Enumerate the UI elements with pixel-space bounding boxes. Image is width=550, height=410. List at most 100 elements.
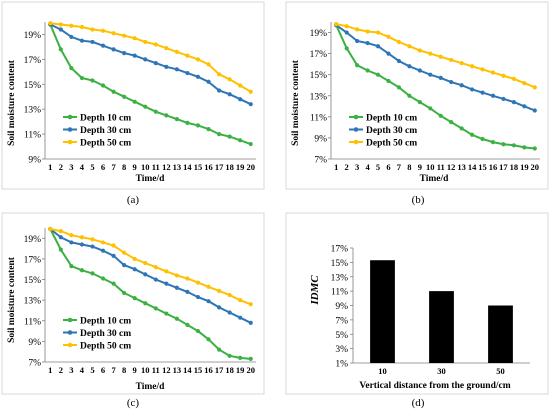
panel-b-series-0-point xyxy=(459,126,464,131)
panel-b-plot-area xyxy=(330,22,540,160)
panel-c-x-tick-label: 2 xyxy=(59,365,63,375)
panel-c-x-tick-label: 4 xyxy=(80,365,85,375)
panel-c-series-0-point xyxy=(132,295,137,301)
panel-b-series-0-point xyxy=(449,120,454,125)
panel-d-x-tick-label: 10 xyxy=(378,366,387,376)
panel-c-x-tick-label: 16 xyxy=(204,365,213,375)
panel-d-y-tick-label: 7% xyxy=(335,316,348,326)
panel-c-series-0-point xyxy=(153,306,158,311)
panel-a-series-0-point xyxy=(143,104,148,109)
panel-b-series-2-point xyxy=(511,76,516,82)
panel-a-series-1-point xyxy=(69,34,74,40)
panel-c-y-tick-label: 11% xyxy=(24,317,41,327)
panel-a-series-0-point xyxy=(216,131,222,137)
panel-b-series-1-point xyxy=(511,99,516,105)
panel-b-x-tick-label: 20 xyxy=(531,162,540,172)
panel-a-series-2-point xyxy=(195,57,201,62)
panel-c-x-tick-label: 19 xyxy=(236,365,245,375)
panel-a: Soil moisture content Time/d 9% 11% 13% 15%… xyxy=(1,1,265,206)
panel-c-series-0-point xyxy=(58,247,63,252)
panel-c: Soil moisture content Time/d 7% 9% 11% 13% 1… xyxy=(1,212,265,409)
panel-c-frame xyxy=(1,212,265,395)
panel-b-series-0-point xyxy=(522,145,527,150)
panel-c-series-0-point xyxy=(164,311,169,316)
panel-b-x-tick-label: 19 xyxy=(520,162,529,172)
panel-b-series-2-point xyxy=(532,85,537,90)
panel-c-y-tick-label: 15% xyxy=(24,276,42,286)
panel-d-y-tick-label: 15% xyxy=(331,259,349,269)
panel-c-series-2-point xyxy=(132,256,137,262)
panel-c-series-1-point xyxy=(122,263,127,268)
panel-a-y-tick-label: 13% xyxy=(24,106,42,116)
panel-a-series-1-point xyxy=(216,88,222,93)
panel-a-series-1-point xyxy=(122,51,127,56)
panel-a-x-tick-label: 11 xyxy=(152,162,160,172)
panel-b-series-0-point xyxy=(438,113,443,118)
panel-c-series-2-point xyxy=(48,226,53,232)
panel-c-series-1-point xyxy=(79,242,85,247)
panel-a-x-tick-label: 18 xyxy=(225,162,234,172)
panel-a-legend-label: Depth 10 cm xyxy=(80,114,131,124)
panel-a-y-tick-label: 19% xyxy=(24,31,42,41)
panel-b-x-tick-label: 16 xyxy=(489,162,498,172)
panel-b-series-2-point xyxy=(355,27,360,32)
panel-d-y-tick-label: 17% xyxy=(331,245,349,255)
panel-a-series-2-point xyxy=(69,23,74,28)
panel-d-y-tick-label: 3% xyxy=(335,345,348,355)
panel-a-series-1-point xyxy=(238,97,243,102)
panel-a-series-1-point xyxy=(195,74,201,79)
panel-c-series-1-point xyxy=(58,235,63,240)
panel-b-series-2-point xyxy=(522,81,527,86)
panel-d: IDMC Vertical distance from the ground/c… xyxy=(285,212,549,409)
panel-c-x-tick-label: 6 xyxy=(101,365,105,375)
panel-b-series-2-point xyxy=(428,51,433,56)
panel-b-series-2-point xyxy=(407,44,412,49)
panel-a-series-2-point xyxy=(227,77,232,82)
panel-a-series-2-point xyxy=(143,39,148,45)
panel-b-series-1-point xyxy=(532,108,537,113)
panel-b-series-0-point xyxy=(501,142,506,147)
panel-c-legend: Depth 10 cm Depth 30 cm Depth 50 cm xyxy=(63,317,131,352)
panel-b-series-1-point xyxy=(438,75,443,80)
panel-a-ylabel: Soil moisture content xyxy=(7,59,17,146)
panel-b-series-2-point xyxy=(438,54,443,59)
panel-c-series-2-point xyxy=(79,235,85,240)
panel-a-x-tick-label: 7 xyxy=(111,162,116,172)
panel-a-series-0-point xyxy=(58,47,63,52)
panel-d-x-tick-label: 30 xyxy=(437,366,446,376)
panel-c-series-0-point xyxy=(143,301,148,306)
panel-d-bar-50 xyxy=(488,305,513,363)
panel-c-series-0-point xyxy=(90,271,95,276)
panel-c-series-2-point xyxy=(100,240,106,245)
panel-b-series-0-point xyxy=(480,136,485,142)
panel-a-series-2-point xyxy=(206,62,211,67)
panel-c-y-tick-label: 7% xyxy=(28,359,41,369)
panel-b-caption: (b) xyxy=(412,194,425,206)
panel-a-series-2-point xyxy=(185,53,190,58)
panel-c-y-ticks: 7% 9% 11% 13% 15% 17% 19% xyxy=(24,235,45,369)
panel-a-x-tick-label: 12 xyxy=(162,162,171,172)
panel-b-series-2-point xyxy=(449,57,454,63)
panel-a-series-1-point xyxy=(164,64,169,69)
panel-a-series-2-point xyxy=(238,83,243,88)
panel-b-series-0-point xyxy=(386,78,391,84)
panel-c-x-tick-label: 11 xyxy=(152,365,160,375)
panel-a-x-tick-label: 2 xyxy=(59,162,63,172)
panel-c-series-2-point xyxy=(185,276,190,281)
panel-c-x-tick-label: 8 xyxy=(122,365,126,375)
panel-b-x-tick-label: 10 xyxy=(426,162,435,172)
panel-a-series-1-point xyxy=(227,92,232,97)
panel-c-x-tick-label: 20 xyxy=(246,365,255,375)
panel-c-legend-marker xyxy=(67,342,73,348)
panel-c-series-0-point xyxy=(185,322,190,327)
panel-b-xlabel: Time/d xyxy=(420,174,450,184)
panel-a-series-1-point xyxy=(132,53,137,58)
panel-c-series-0-point xyxy=(195,328,201,334)
panel-c-series-0-point xyxy=(111,281,116,286)
panel-b-series-0-point xyxy=(490,140,496,145)
panel-a-series-0-point xyxy=(111,89,116,94)
panel-a-frame xyxy=(1,1,265,190)
panel-b-legend-marker xyxy=(353,127,359,132)
panel-a-x-tick-label: 1 xyxy=(48,162,52,172)
panel-c-series-2-point xyxy=(174,273,179,278)
